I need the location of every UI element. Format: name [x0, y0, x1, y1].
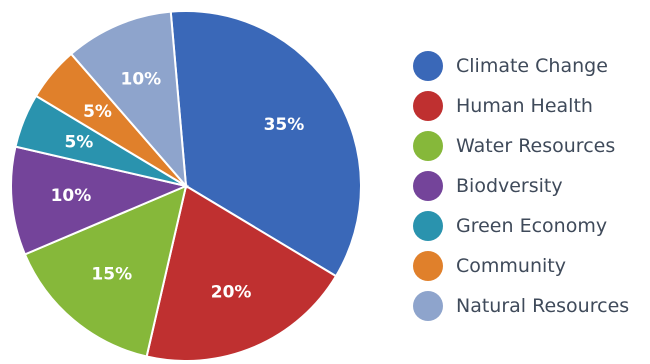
slice-label-natural-resources: 10%: [121, 70, 162, 90]
slice-label-human-health: 20%: [211, 282, 252, 302]
slice-label-climate-change: 35%: [264, 115, 305, 135]
slice-label-green-economy: 5%: [64, 133, 93, 153]
legend: Climate Change Human Health Water Resource…: [413, 51, 629, 321]
pie-slices: [10, 10, 362, 362]
slice-label-community: 5%: [83, 102, 112, 122]
legend-label-biodversity: Biodversity: [456, 175, 563, 197]
pie-slice-biodversity: [10, 145, 190, 256]
legend-swatch-water-resources: [413, 131, 443, 161]
legend-label-climate-change: Climate Change: [456, 55, 608, 77]
legend-swatch-natural-resources: [413, 291, 443, 321]
pie-slice-climate-change: [169, 10, 362, 278]
legend-label-water-resources: Water Resources: [456, 135, 615, 157]
legend-label-green-economy: Green Economy: [456, 215, 607, 237]
legend-swatch-human-health: [413, 91, 443, 121]
legend-label-natural-resources: Natural Resources: [456, 295, 629, 317]
slice-label-water-resources: 15%: [91, 264, 132, 284]
slice-label-biodversity: 10%: [51, 186, 92, 206]
pie-slice-labels: 35% 20% 15% 10% 5% 5% 10%: [51, 70, 305, 303]
legend-swatch-green-economy: [413, 211, 443, 241]
pie-slice-water-resources: [23, 184, 188, 358]
legend-swatch-climate-change: [413, 51, 443, 81]
pie-slice-natural-resources: [69, 10, 188, 189]
legend-swatch-biodversity: [413, 171, 443, 201]
legend-label-human-health: Human Health: [456, 95, 593, 117]
legend-label-community: Community: [456, 255, 566, 277]
legend-swatch-community: [413, 251, 443, 281]
